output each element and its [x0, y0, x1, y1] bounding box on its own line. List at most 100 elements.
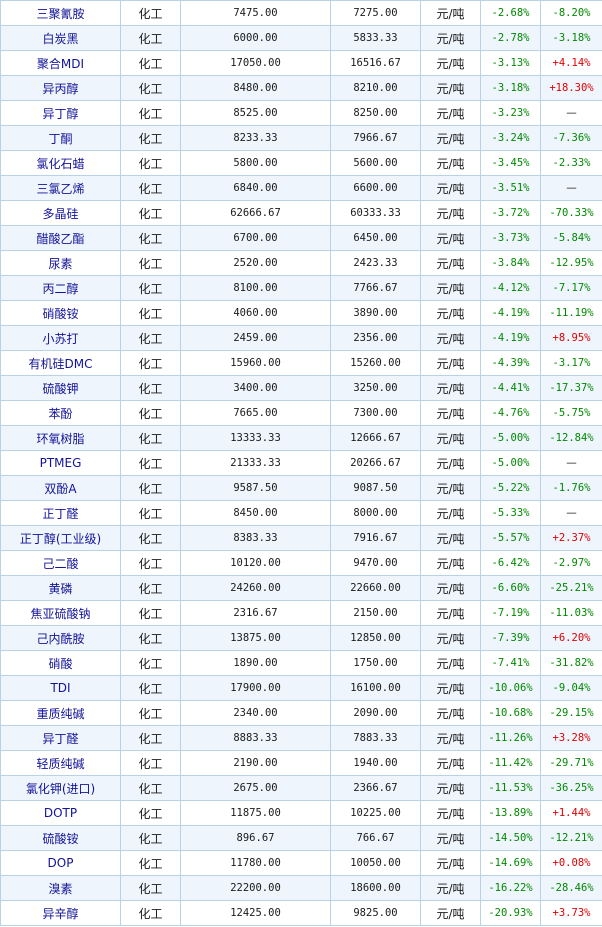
previous-price-cell: 2150.00 — [330, 600, 421, 626]
sector-text: 化工 — [138, 31, 163, 46]
change-2-cell: — — [540, 100, 602, 126]
current-price-cell: 11780.00 — [180, 850, 331, 876]
change-2-text: -17.37% — [549, 382, 594, 394]
current-price-text: 9587.50 — [233, 482, 278, 494]
previous-price-cell: 2356.00 — [330, 325, 421, 351]
current-price-cell: 2340.00 — [180, 700, 331, 726]
change-cell: -7.41% — [480, 650, 541, 676]
sector-text: 化工 — [138, 81, 163, 96]
previous-price-text: 7275.00 — [353, 7, 398, 19]
change-text: -3.23% — [491, 107, 530, 119]
commodity-name-cell: 正丁醛 — [0, 500, 121, 526]
change-text: -4.76% — [491, 407, 530, 419]
current-price-text: 8100.00 — [233, 282, 278, 294]
commodity-name-text: 苯酚 — [48, 406, 73, 421]
sector-cell: 化工 — [120, 600, 181, 626]
commodity-name-text: 三聚氰胺 — [36, 6, 85, 21]
change-2-cell: -3.17% — [540, 350, 602, 376]
current-price-cell: 13875.00 — [180, 625, 331, 651]
sector-text: 化工 — [138, 656, 163, 671]
change-text: -5.00% — [491, 457, 530, 469]
change-cell: -4.41% — [480, 375, 541, 401]
change-text: -11.53% — [488, 782, 533, 794]
sector-cell: 化工 — [120, 75, 181, 101]
change-2-cell: -12.84% — [540, 425, 602, 451]
unit-cell: 元/吨 — [420, 550, 481, 576]
change-2-cell: -28.46% — [540, 875, 602, 901]
change-cell: -4.12% — [480, 275, 541, 301]
current-price-text: 8480.00 — [233, 82, 278, 94]
sector-text: 化工 — [138, 756, 163, 771]
commodity-name-cell: 异丁醇 — [0, 100, 121, 126]
table-row: 氯化石蜡 化工 5800.00 5600.00 元/吨 -3.45% -2.33% — [0, 150, 602, 176]
unit-text: 元/吨 — [436, 531, 465, 546]
sector-cell: 化工 — [120, 350, 181, 376]
previous-price-text: 16100.00 — [350, 682, 401, 694]
commodity-name-text: 溴素 — [48, 881, 73, 896]
current-price-text: 17050.00 — [230, 57, 281, 69]
previous-price-text: 8000.00 — [353, 507, 398, 519]
unit-cell: 元/吨 — [420, 800, 481, 826]
commodity-name-text: 硝酸铵 — [42, 306, 79, 321]
sector-text: 化工 — [138, 431, 163, 446]
sector-text: 化工 — [138, 831, 163, 846]
sector-text: 化工 — [138, 881, 163, 896]
unit-text: 元/吨 — [436, 281, 465, 296]
unit-cell: 元/吨 — [420, 850, 481, 876]
current-price-text: 8383.33 — [233, 532, 278, 544]
unit-text: 元/吨 — [436, 906, 465, 921]
commodity-name-text: 聚合MDI — [36, 56, 85, 71]
sector-text: 化工 — [138, 556, 163, 571]
unit-cell: 元/吨 — [420, 375, 481, 401]
current-price-text: 8450.00 — [233, 507, 278, 519]
change-2-text: -70.33% — [549, 207, 594, 219]
current-price-cell: 12425.00 — [180, 900, 331, 926]
table-row: 硫酸钾 化工 3400.00 3250.00 元/吨 -4.41% -17.37% — [0, 375, 602, 401]
sector-cell: 化工 — [120, 700, 181, 726]
unit-text: 元/吨 — [436, 181, 465, 196]
table-row: DOTP 化工 11875.00 10225.00 元/吨 -13.89% +1.44% — [0, 800, 602, 826]
change-2-cell: — — [540, 450, 602, 476]
previous-price-cell: 1940.00 — [330, 750, 421, 776]
change-2-cell: +18.30% — [540, 75, 602, 101]
unit-text: 元/吨 — [436, 6, 465, 21]
previous-price-cell: 9825.00 — [330, 900, 421, 926]
change-2-text: — — [566, 507, 577, 519]
unit-text: 元/吨 — [436, 631, 465, 646]
unit-cell: 元/吨 — [420, 250, 481, 276]
previous-price-cell: 7883.33 — [330, 725, 421, 751]
commodity-name-cell: 正丁醇(工业级) — [0, 525, 121, 551]
current-price-text: 8233.33 — [233, 132, 278, 144]
commodity-name-text: 己内酰胺 — [36, 631, 85, 646]
current-price-text: 22200.00 — [230, 882, 281, 894]
change-2-cell: -29.71% — [540, 750, 602, 776]
unit-cell: 元/吨 — [420, 675, 481, 701]
sector-cell: 化工 — [120, 400, 181, 426]
table-row: 丁酮 化工 8233.33 7966.67 元/吨 -3.24% -7.36% — [0, 125, 602, 151]
previous-price-cell: 7766.67 — [330, 275, 421, 301]
change-text: -4.39% — [491, 357, 530, 369]
sector-text: 化工 — [138, 531, 163, 546]
current-price-cell: 8100.00 — [180, 275, 331, 301]
previous-price-cell: 9087.50 — [330, 475, 421, 501]
commodity-name-cell: 白炭黑 — [0, 25, 121, 51]
sector-cell: 化工 — [120, 150, 181, 176]
previous-price-cell: 2090.00 — [330, 700, 421, 726]
commodity-name-text: 异丁醇 — [42, 106, 79, 121]
unit-text: 元/吨 — [436, 406, 465, 421]
sector-cell: 化工 — [120, 850, 181, 876]
change-2-text: — — [566, 182, 577, 194]
commodity-name-cell: 轻质纯碱 — [0, 750, 121, 776]
sector-cell: 化工 — [120, 675, 181, 701]
change-2-text: -8.20% — [552, 7, 591, 19]
unit-cell: 元/吨 — [420, 50, 481, 76]
previous-price-cell: 8000.00 — [330, 500, 421, 526]
commodity-name-text: 多晶硅 — [42, 206, 79, 221]
unit-text: 元/吨 — [436, 506, 465, 521]
previous-price-cell: 8210.00 — [330, 75, 421, 101]
unit-cell: 元/吨 — [420, 450, 481, 476]
commodity-name-text: 硫酸铵 — [42, 831, 79, 846]
previous-price-text: 9470.00 — [353, 557, 398, 569]
sector-text: 化工 — [138, 306, 163, 321]
